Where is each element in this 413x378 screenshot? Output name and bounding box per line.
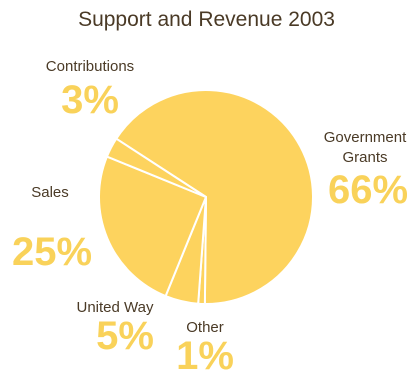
slice-label-contributions-line-1: Contributions (45, 58, 135, 75)
pie-slices (97, 89, 314, 305)
pie-slice-government-grants (115, 89, 314, 305)
slice-label-other: Other (170, 318, 240, 338)
slice-label-contributions: Contributions (30, 57, 150, 77)
slice-percent-united-way: 5% (96, 314, 154, 358)
slice-label-other-line-1: Other (186, 319, 224, 336)
slice-label-government-grants: Government Grants (310, 128, 413, 168)
slice-percent-government-grants: 66% (327, 168, 409, 212)
slice-label-government-grants-line-1: Government (323, 129, 407, 146)
slice-label-sales-line-1: Sales (31, 184, 69, 201)
slice-label-sales: Sales (10, 183, 90, 203)
pie-slice-contributions (105, 137, 207, 198)
chart-title: Support and Revenue 2003 (78, 8, 335, 31)
slice-label-united-way-line-1: United Way (76, 299, 154, 316)
slice-percent-sales: 25% (11, 230, 93, 274)
slice-label-united-way: United Way (60, 298, 170, 318)
slice-percent-contributions: 3% (61, 78, 119, 122)
slice-label-government-grants-line-2: Grants (342, 149, 388, 166)
pie-slice-sales (97, 155, 207, 298)
pie-chart (97, 89, 314, 305)
slice-percent-other: 1% (176, 334, 234, 378)
